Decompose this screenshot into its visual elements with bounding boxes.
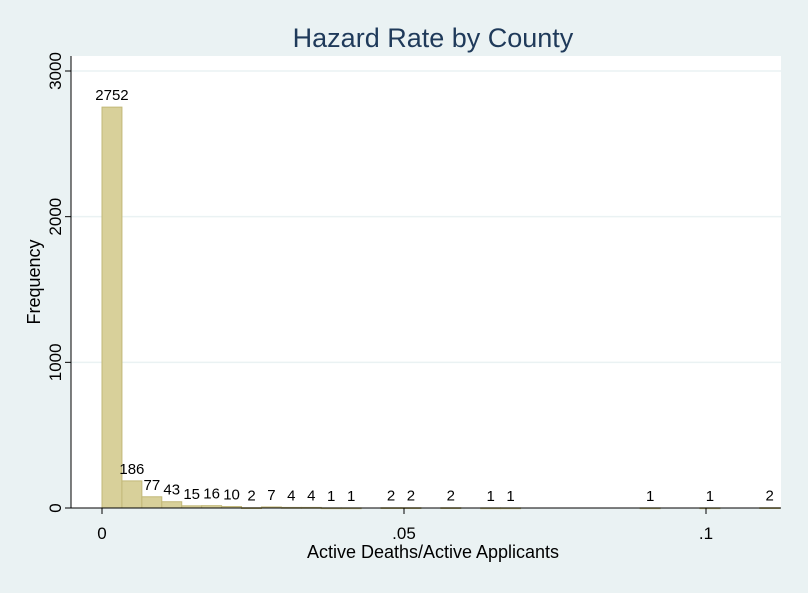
bar-value-label: 1 <box>646 488 654 505</box>
x-axis-title: Active Deaths/Active Applicants <box>307 542 559 562</box>
bar-value-label: 2752 <box>95 87 128 104</box>
bar-value-label: 2 <box>247 488 255 505</box>
y-tick-label: 2000 <box>46 198 65 236</box>
bar-value-label: 7 <box>267 487 275 504</box>
chart-title: Hazard Rate by County <box>293 23 574 53</box>
bar-value-label: 16 <box>203 486 220 503</box>
bar-value-label: 1 <box>487 488 495 505</box>
gridlines <box>71 70 781 364</box>
bar-value-label: 15 <box>183 486 200 503</box>
bar-value-label: 77 <box>143 477 160 494</box>
x-tick-label: .1 <box>699 524 713 543</box>
x-tick-label: 0 <box>97 524 106 543</box>
bar-value-label: 4 <box>307 487 315 504</box>
y-tick-label: 0 <box>46 503 65 512</box>
bar-value-label: 10 <box>223 487 240 504</box>
bar-value-label: 1 <box>706 488 714 505</box>
y-tick-label: 1000 <box>46 343 65 381</box>
y-axis-title: Frequency <box>24 239 44 324</box>
bar-value-label: 43 <box>163 482 180 499</box>
bar-value-label: 1 <box>347 488 355 505</box>
x-tick-label: .05 <box>392 524 416 543</box>
histogram-bar <box>121 480 143 509</box>
bar-value-label: 2 <box>407 488 415 505</box>
histogram-bar <box>161 501 183 509</box>
histogram-bar <box>141 496 163 509</box>
bar-value-label: 4 <box>287 487 295 504</box>
y-tick-label: 3000 <box>46 52 65 90</box>
bar-value-label: 2 <box>387 488 395 505</box>
bar-value-label: 1 <box>506 488 514 505</box>
bar-value-label: 2 <box>447 488 455 505</box>
bar-value-label: 2 <box>766 488 774 505</box>
bar-value-label: 1 <box>327 488 335 505</box>
axes: 0 1000 2000 3000 0 .05 .1 <box>46 52 781 543</box>
histogram-bar <box>101 106 123 509</box>
bar-value-label: 186 <box>119 461 144 478</box>
plot-area <box>71 56 781 508</box>
